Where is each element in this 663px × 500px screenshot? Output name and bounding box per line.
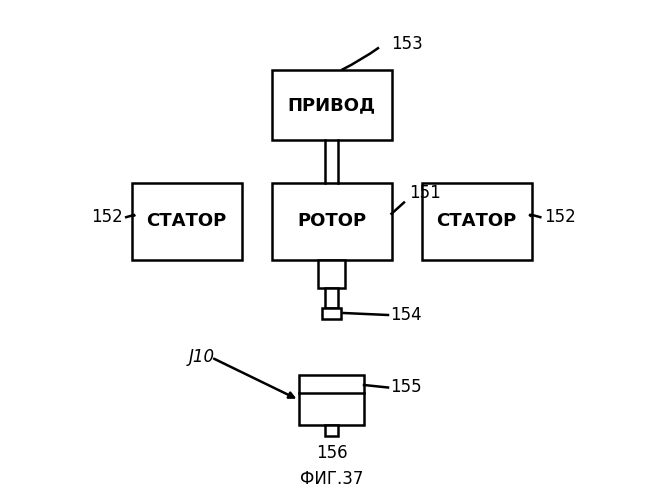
- Bar: [326, 288, 337, 308]
- Text: J10: J10: [189, 348, 215, 366]
- FancyBboxPatch shape: [131, 182, 241, 260]
- Text: СТАТОР: СТАТОР: [147, 212, 227, 230]
- FancyBboxPatch shape: [272, 70, 391, 140]
- Text: ПРИВОД: ПРИВОД: [288, 96, 375, 114]
- Text: 151: 151: [409, 184, 441, 202]
- Text: 154: 154: [391, 306, 422, 324]
- FancyBboxPatch shape: [422, 182, 532, 260]
- Text: 152: 152: [544, 208, 575, 226]
- Text: 156: 156: [316, 444, 347, 462]
- Bar: [326, 425, 337, 436]
- Text: СТАТОР: СТАТОР: [436, 212, 516, 230]
- Text: 152: 152: [91, 208, 123, 226]
- Bar: [322, 308, 341, 318]
- Text: ФИГ.37: ФИГ.37: [300, 470, 363, 488]
- Bar: [318, 260, 345, 287]
- Text: 155: 155: [391, 378, 422, 396]
- Bar: [299, 375, 364, 425]
- Text: 153: 153: [391, 35, 423, 53]
- Text: РОТОР: РОТОР: [297, 212, 366, 230]
- FancyBboxPatch shape: [272, 182, 391, 260]
